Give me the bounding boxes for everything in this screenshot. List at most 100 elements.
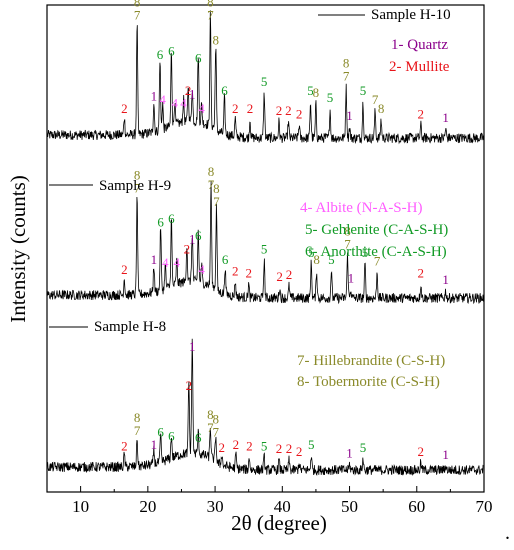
peak-label: 6	[222, 252, 229, 267]
peak-label: 8	[344, 224, 351, 239]
peak-label: 7	[134, 7, 141, 22]
peak-label: 4	[171, 96, 178, 111]
peak-label: 5	[261, 74, 268, 89]
peak-label: 5	[307, 83, 314, 98]
x-tick-label: 60	[408, 497, 425, 516]
peak-label: 7	[213, 194, 220, 209]
legend-entry: 2- Mullite	[389, 59, 450, 75]
peak-label: 5	[308, 437, 315, 452]
peak-label: 2	[285, 103, 292, 118]
peak-label: 2	[121, 262, 128, 277]
peak-label: 7	[207, 420, 214, 435]
peak-label: 7	[343, 69, 350, 84]
peak-label: 6	[195, 228, 202, 243]
peak-label: 5	[328, 252, 335, 267]
peak-label: 8	[313, 252, 320, 267]
x-tick-label: 50	[341, 497, 358, 516]
peak-label: 6	[195, 51, 202, 66]
peak-label: 1	[348, 271, 355, 286]
peak-label: 8	[212, 411, 219, 426]
peak-label: 7	[374, 254, 381, 269]
x-axis: 10 20 30 40 50 60 70	[46, 486, 493, 516]
x-tick-label: 30	[207, 497, 224, 516]
peak-label: 1	[442, 272, 449, 287]
traces	[46, 10, 484, 476]
peak-label: 5	[261, 438, 268, 453]
peak-label: 2	[121, 101, 128, 116]
peak-label: 1	[189, 87, 196, 102]
x-tick-label: 10	[72, 497, 89, 516]
peak-label: 2	[232, 101, 239, 116]
peak-label: 2	[121, 438, 128, 453]
peak-label: 1	[442, 447, 449, 462]
trace-sample-h-9	[46, 181, 484, 305]
peak-label: 8	[134, 410, 141, 425]
peak-label: 6	[157, 47, 164, 62]
peak-label: 5	[360, 83, 367, 98]
legend-entry: 7- Hillebrandite (C-S-H)	[297, 353, 445, 369]
peak-label: 2	[286, 441, 293, 456]
peak-label: 2	[185, 83, 192, 98]
peak-label: 7	[207, 7, 214, 22]
peak-label: 7	[134, 423, 141, 438]
peak-label: 1	[151, 437, 158, 452]
peak-label: 5	[360, 440, 367, 455]
peak-label: 2	[276, 269, 283, 284]
peak-label: 1	[442, 110, 449, 125]
peak-label: 5	[362, 245, 369, 260]
peak-label: 2	[245, 265, 252, 280]
peak-label: 8	[213, 181, 220, 196]
peak-label: 6	[168, 211, 175, 226]
peak-label: 2	[186, 378, 193, 393]
peak-label: 6	[195, 430, 202, 445]
peak-label: 6	[168, 43, 175, 58]
peak-label: 8	[378, 101, 385, 116]
peak-label: 2	[418, 106, 425, 121]
peak-label: 2	[296, 444, 303, 459]
peak-label: 2	[286, 267, 293, 282]
peak-label: 2	[233, 437, 240, 452]
peak-label: 5	[308, 245, 315, 260]
legend-entry: 5- Gehlenite (C-A-S-H)	[305, 222, 448, 238]
x-tick-label: 20	[139, 497, 156, 516]
legend: 1- Quartz 2- Mullite 4- Albite (N-A-S-H) 5-…	[297, 37, 450, 390]
peak-label: 1	[189, 339, 196, 354]
peak-label: 2	[232, 264, 239, 279]
peak-label: 8	[207, 0, 214, 9]
x-axis-title: 2θ (degree)	[231, 511, 327, 535]
peak-label: 5	[327, 90, 334, 105]
peak-label: 7	[134, 180, 141, 195]
trace-sample-h-10	[46, 10, 484, 145]
peak-label: 5	[261, 242, 268, 257]
peak-label: 8	[207, 407, 214, 422]
peak-label: 2	[276, 441, 283, 456]
peak-label: 8	[313, 85, 320, 100]
peak-label: 4	[198, 101, 205, 116]
plot-border	[46, 4, 485, 493]
x-tick-label: 70	[476, 497, 493, 516]
peak-label: 6	[157, 424, 164, 439]
peak-label: 2	[247, 101, 254, 116]
peak-label: 8	[343, 56, 350, 71]
peak-label: 2	[184, 242, 191, 257]
peak-label: 1	[151, 252, 158, 267]
peak-label: 4	[162, 255, 169, 270]
sample-label: Sample H-8	[94, 319, 166, 335]
legend-entry: 6- Anorthite (C-A-S-H)	[305, 244, 447, 260]
peak-label: 6	[157, 214, 164, 229]
peak-label: 2	[418, 444, 425, 459]
peak-label: 8	[212, 33, 219, 48]
peak-label: 1	[346, 108, 353, 123]
peak-label: 8	[134, 167, 141, 182]
peak-label: 2	[418, 265, 425, 280]
legend-entry: 4- Albite (N-A-S-H)	[300, 200, 422, 216]
peak-label: 6	[168, 429, 175, 444]
sample-labels: Sample H-10 Sample H-9 Sample H-8	[49, 7, 451, 335]
peak-label: 4	[180, 96, 187, 111]
peak-label: 1	[189, 231, 196, 246]
peak-label: 8	[208, 164, 215, 179]
plot-frame	[46, 4, 485, 493]
peak-label: 7	[208, 177, 215, 192]
peak-label: 8	[134, 0, 141, 9]
peak-label: 4	[174, 255, 181, 270]
